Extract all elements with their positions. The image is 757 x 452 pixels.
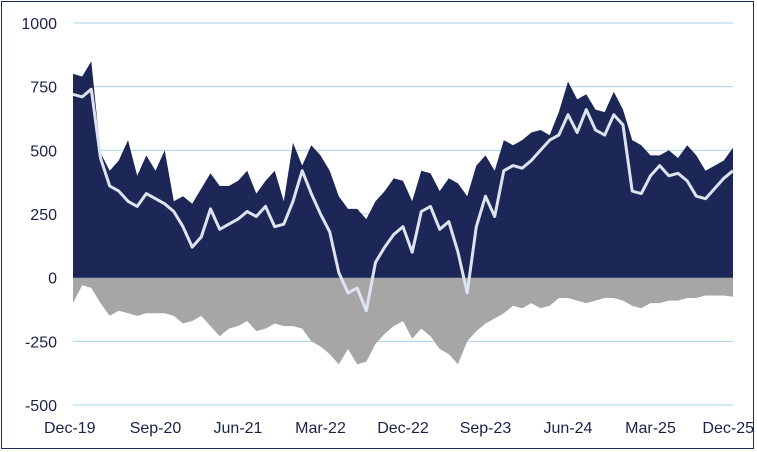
x-tick-label: Dec-25: [702, 420, 754, 437]
x-tick-label: Sep-20: [130, 420, 182, 437]
x-tick-label: Jun-21: [214, 420, 263, 437]
y-tick-label: 0: [48, 271, 57, 288]
y-tick-label: -250: [25, 334, 57, 351]
y-tick-label: 250: [30, 207, 57, 224]
x-tick-label: Sep-23: [460, 420, 512, 437]
series-positive-area: [73, 61, 733, 278]
y-tick-label: 1000: [21, 16, 57, 33]
x-tick-label: Jun-24: [544, 420, 593, 437]
x-tick-label: Dec-22: [377, 420, 429, 437]
series-net-line: [72, 87, 734, 313]
series-negative-area: [73, 277, 733, 365]
y-tick-label: 500: [30, 143, 57, 160]
x-tick-label: Dec-19: [44, 420, 96, 437]
x-tick-label: Mar-22: [295, 420, 346, 437]
x-tick-label: Mar-25: [625, 420, 676, 437]
x-axis-ticks: Dec-19 Sep-20 Jun-21 Mar-22 Dec-22 Sep-23 Jun-…: [44, 420, 754, 437]
y-tick-label: 750: [30, 80, 57, 97]
chart-areas: [72, 61, 734, 365]
y-axis-ticks: 1000 750 500 250 0 -250 -500: [21, 16, 57, 415]
y-tick-label: -500: [25, 398, 57, 415]
